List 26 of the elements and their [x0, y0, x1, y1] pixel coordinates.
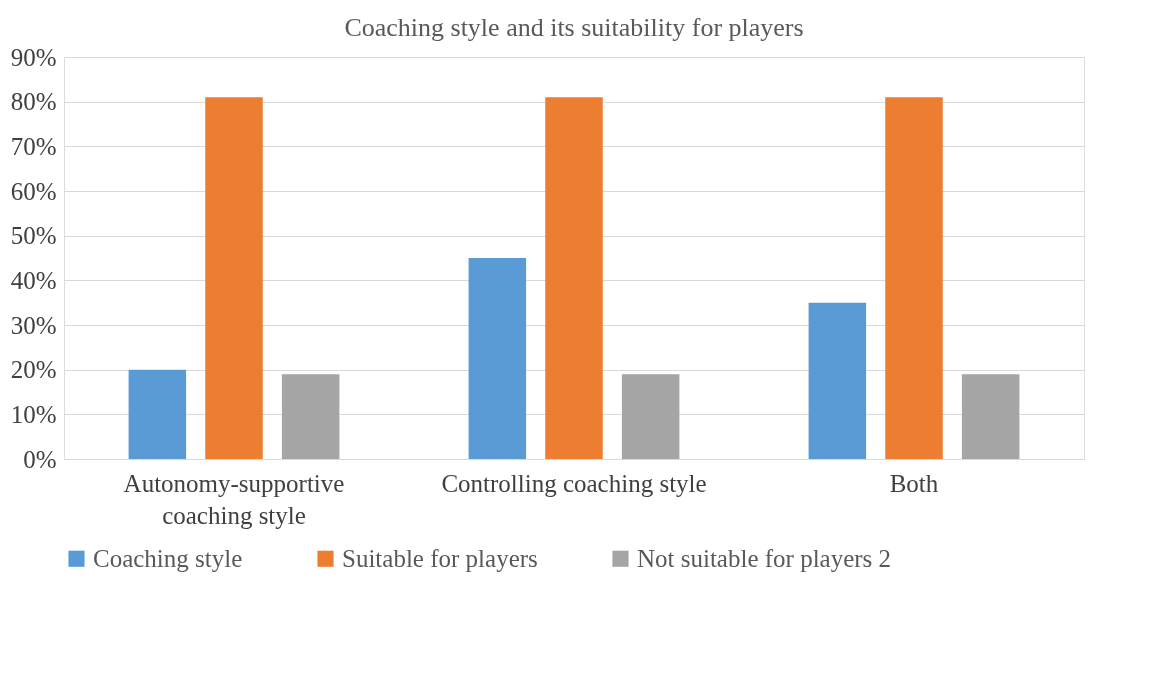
- y-tick-label: 40%: [10, 266, 57, 294]
- x-tick-label: Controlling coaching style: [441, 469, 707, 497]
- bar: [808, 302, 867, 459]
- bar: [961, 374, 1020, 459]
- x-tick-label: Both: [889, 469, 939, 497]
- y-tick-label: 80%: [10, 88, 57, 116]
- y-tick-label: 30%: [10, 311, 57, 339]
- y-tick-label: 70%: [10, 132, 57, 160]
- bar: [621, 374, 680, 459]
- y-tick-label: 90%: [10, 43, 57, 71]
- y-tick-label: 0%: [23, 445, 57, 473]
- legend-label: Coaching style: [93, 544, 243, 572]
- bar: [468, 258, 527, 459]
- bar: [205, 97, 263, 459]
- bar: [128, 369, 187, 459]
- y-tick-label: 20%: [10, 356, 57, 384]
- x-tick-label: Autonomy-supportive coaching style: [123, 469, 345, 529]
- legend-label: Suitable for players: [342, 544, 538, 572]
- bar: [545, 97, 603, 459]
- y-tick-label: 50%: [10, 222, 57, 250]
- bar: [281, 374, 340, 459]
- legend-label: Not suitable for players 2: [637, 544, 892, 572]
- y-tick-label: 10%: [10, 400, 57, 428]
- chart-title: Coaching style and its suitability for players: [344, 13, 804, 42]
- y-tick-label: 60%: [10, 177, 57, 205]
- bar: [885, 97, 943, 459]
